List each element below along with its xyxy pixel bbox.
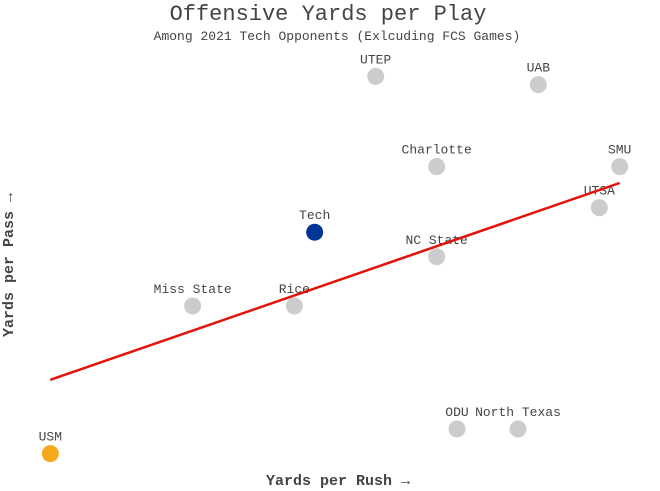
point (428, 248, 446, 266)
point-label: NC State (405, 233, 467, 248)
point-label: Charlotte (402, 143, 472, 158)
point (428, 158, 446, 176)
chart-title: Offensive Yards per Play (170, 2, 487, 27)
point (509, 420, 527, 438)
point (611, 158, 629, 176)
point (306, 223, 324, 241)
point-label: UTEP (360, 52, 391, 67)
point (285, 297, 303, 315)
point (448, 420, 466, 438)
point-label: Tech (299, 208, 330, 223)
point (529, 76, 547, 94)
y-axis-label: Yards per Pass → (1, 193, 18, 337)
point (590, 199, 608, 217)
point-label: North Texas (475, 405, 561, 420)
trend-line (49, 181, 621, 381)
x-axis-label: Yards per Rush → (266, 473, 410, 490)
point-label: SMU (608, 143, 631, 158)
chart-subtitle: Among 2021 Tech Opponents (Exlcuding FCS… (154, 29, 521, 44)
point (41, 445, 59, 463)
point (184, 297, 202, 315)
point-label: Miss State (154, 282, 232, 297)
point-label: USM (39, 430, 62, 445)
point-label: UAB (527, 61, 551, 76)
point (367, 67, 385, 85)
point-label: ODU (445, 405, 468, 420)
